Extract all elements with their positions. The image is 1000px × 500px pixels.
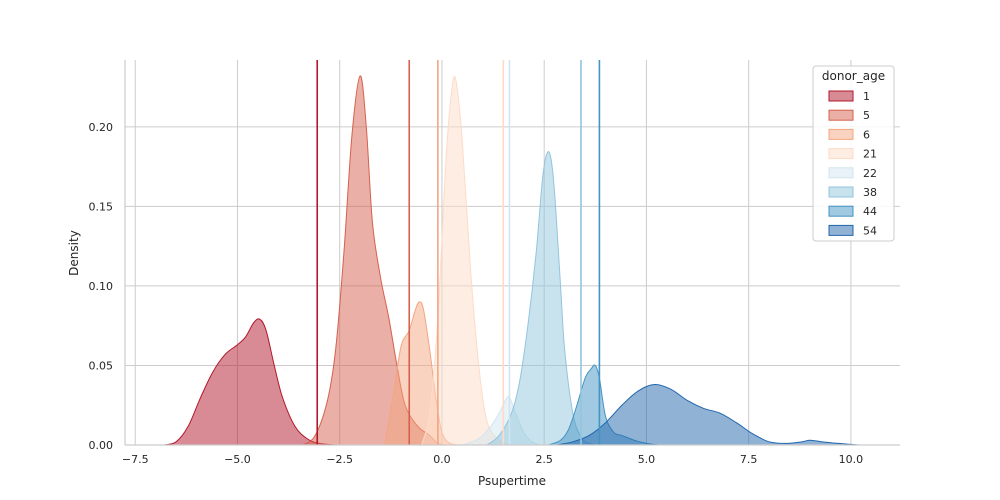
legend-label-22: 22: [863, 167, 877, 180]
legend-label-54: 54: [863, 224, 877, 237]
x-tick-label: 2.5: [535, 453, 553, 466]
x-tick-label: 0.0: [433, 453, 451, 466]
x-tick-label: 10.0: [839, 453, 864, 466]
legend-swatch-54: [828, 224, 854, 236]
legend-label-21: 21: [863, 148, 877, 161]
x-tick-label: 7.5: [740, 453, 758, 466]
density-area-21: [420, 75, 512, 446]
y-tick-label: 0.20: [89, 121, 114, 134]
y-tick-label: 0.15: [89, 200, 114, 213]
legend-label-5: 5: [863, 109, 870, 122]
legend-label-38: 38: [863, 186, 877, 199]
x-tick-label: 5.0: [638, 453, 656, 466]
x-tick-label: −5.0: [224, 453, 251, 466]
median-lines: [316, 60, 601, 445]
x-tick-label: −7.5: [122, 453, 149, 466]
legend-swatch-6: [828, 128, 854, 140]
y-tick-label: 0.00: [89, 439, 114, 452]
density-area-1: [163, 318, 336, 446]
legend-label-1: 1: [863, 90, 870, 103]
legend-label-44: 44: [863, 205, 877, 218]
legend-label-6: 6: [863, 128, 870, 141]
legend-title: donor_age: [822, 69, 885, 83]
x-tick-label: −2.5: [326, 453, 353, 466]
density-areas: [163, 75, 860, 446]
legend-swatch-1: [828, 90, 854, 102]
y-tick-label: 0.10: [89, 280, 114, 293]
legend-swatch-44: [828, 205, 854, 217]
y-axis-label: Density: [67, 230, 81, 276]
legend-swatch-21: [828, 148, 854, 160]
density-area-54: [556, 384, 860, 446]
legend-swatch-22: [828, 167, 854, 179]
legend: donor_age 1 5 6 21 22 38 44 54: [812, 65, 895, 242]
x-axis-label: Psupertime: [478, 474, 546, 488]
y-tick-label: 0.05: [89, 359, 114, 372]
axes: [124, 60, 900, 446]
legend-swatch-38: [828, 186, 854, 198]
tick-labels: −7.5 −5.0 −2.5 0.0 2.5 5.0 7.5 10.0 0.00 0.05 0.10…: [89, 121, 864, 466]
legend-swatch-5: [828, 109, 854, 121]
